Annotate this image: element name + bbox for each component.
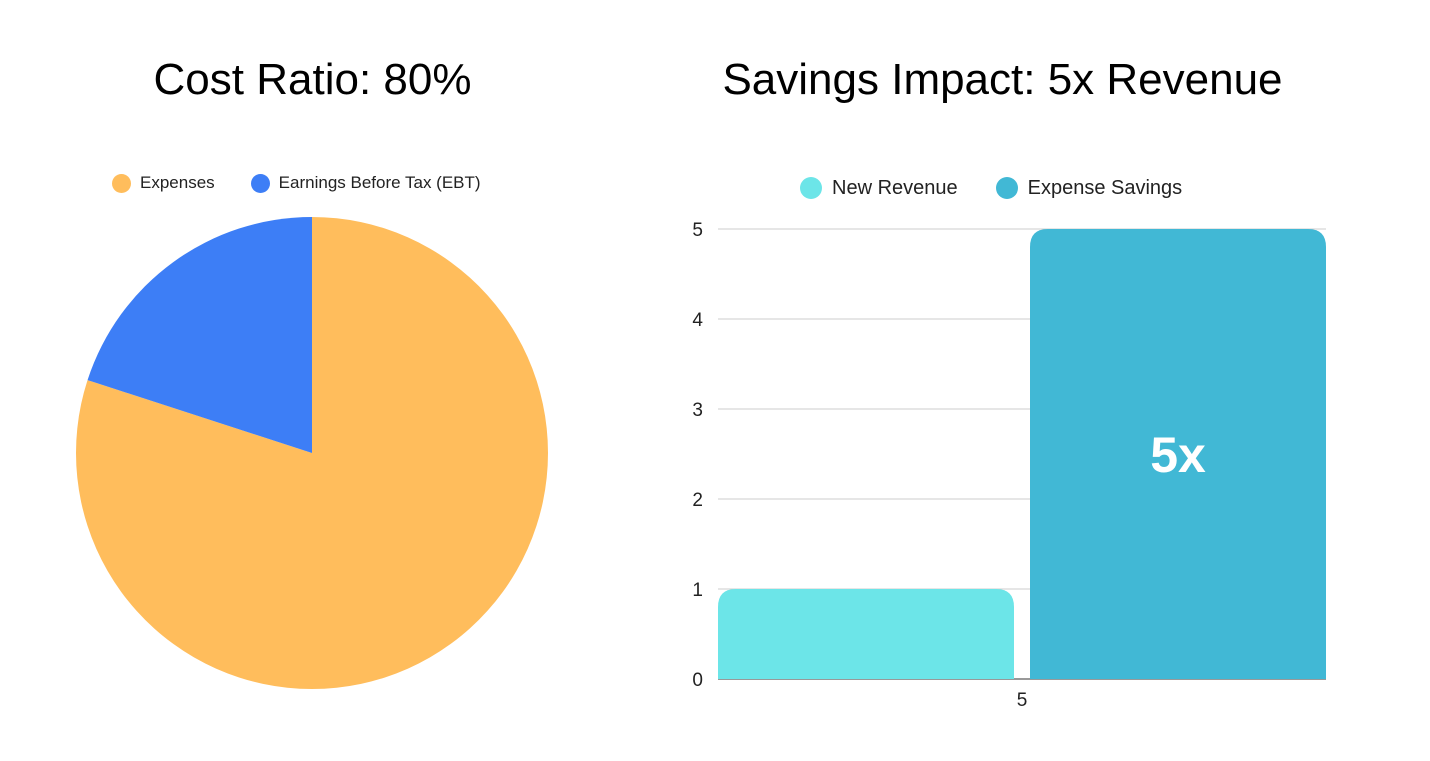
legend-swatch-ebt — [250, 173, 270, 193]
y-tick-label-3: 3 — [692, 400, 703, 421]
legend-label-ebt: Earnings Before Tax (EBT) — [278, 173, 481, 192]
bar-data-label-expense-savings: 5x — [1150, 427, 1206, 483]
pie-chart — [75, 217, 548, 690]
pie-slice-expenses — [75, 217, 548, 690]
y-tick-label-0: 0 — [692, 670, 703, 691]
y-tick-label-5: 5 — [692, 220, 703, 241]
bars: 5x — [718, 229, 1326, 679]
legend-item-ebt: Earnings Before Tax (EBT) — [250, 173, 481, 193]
legend-item-expense-savings: Expense Savings — [995, 176, 1183, 200]
bar-new-revenue — [718, 589, 1014, 679]
bar-expense-savings — [1030, 229, 1326, 679]
pie-legend: Expenses Earnings Before Tax (EBT) — [112, 172, 481, 194]
bar-legend: New Revenue Expense Savings — [800, 175, 1182, 201]
pie-chart-title: Cost Ratio: 80% — [153, 55, 472, 104]
x-tick-label-5: 5 — [1017, 690, 1028, 711]
legend-swatch-new-revenue — [800, 177, 822, 199]
legend-item-expenses: Expenses — [112, 173, 215, 193]
y-tick-label-1: 1 — [692, 580, 703, 601]
legend-swatch-expense-savings — [995, 177, 1018, 199]
bar-chart-title: Savings Impact: 5x Revenue — [722, 55, 1283, 104]
legend-swatch-expenses — [112, 173, 131, 193]
legend-label-expenses: Expenses — [140, 173, 215, 192]
legend-item-new-revenue: New Revenue — [800, 177, 958, 200]
bar-chart: 5x 0 1 2 3 4 5 5 — [692, 220, 1326, 711]
legend-label-expense-savings: Expense Savings — [1027, 176, 1183, 199]
axis-ticks: 0 1 2 3 4 5 5 — [692, 220, 1027, 711]
y-tick-label-4: 4 — [692, 310, 703, 331]
pie-slice-earnings-before-tax-ebt — [87, 217, 312, 453]
y-tick-label-2: 2 — [692, 490, 703, 511]
legend-label-new-revenue: New Revenue — [832, 176, 958, 199]
